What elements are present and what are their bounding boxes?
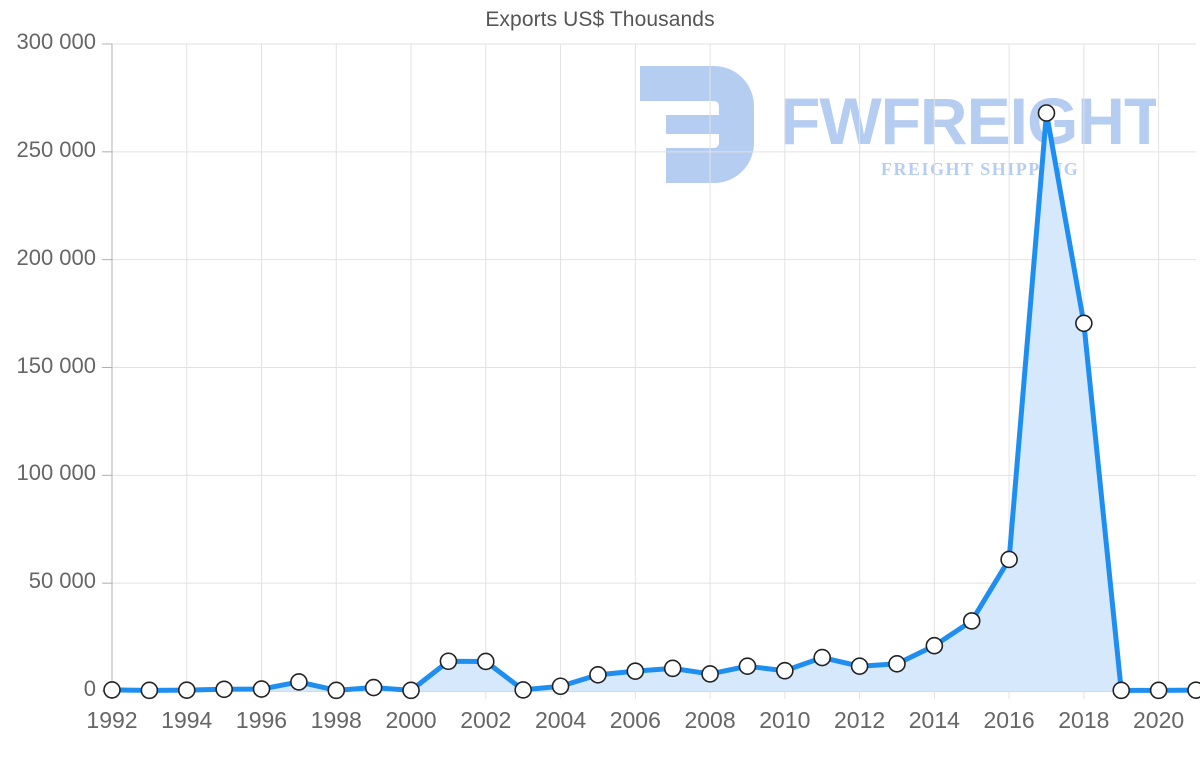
- y-axis-tick-label: 300 000: [16, 29, 96, 54]
- y-axis-tick-label: 200 000: [16, 244, 96, 270]
- y-axis-tick-label: 150 000: [16, 352, 96, 378]
- data-point-marker[interactable]: [626, 662, 645, 680]
- x-axis-tick-label: 2006: [609, 707, 661, 733]
- data-point-marker[interactable]: [1075, 314, 1093, 333]
- data-point-marker[interactable]: [439, 652, 458, 671]
- data-point-marker[interactable]: [888, 655, 906, 673]
- data-point-marker[interactable]: [663, 659, 682, 678]
- data-point-marker[interactable]: [1112, 681, 1131, 700]
- chart-title: Exports US$ Thousands: [485, 8, 715, 31]
- y-axis-tick-label: 0: [83, 676, 96, 701]
- data-point-markers: [103, 104, 1200, 700]
- data-point-marker[interactable]: [514, 681, 532, 699]
- data-point-marker[interactable]: [177, 681, 196, 699]
- x-axis-tick-label: 1992: [86, 707, 138, 733]
- y-axis-tick-label: 50 000: [28, 568, 96, 594]
- data-point-marker[interactable]: [290, 673, 308, 691]
- data-point-marker[interactable]: [738, 657, 757, 676]
- x-axis-tick-label: 2016: [983, 707, 1035, 733]
- data-point-marker[interactable]: [776, 661, 794, 680]
- data-point-marker[interactable]: [252, 680, 271, 698]
- data-point-marker[interactable]: [215, 680, 233, 699]
- data-point-marker[interactable]: [589, 666, 607, 684]
- data-point-marker[interactable]: [103, 681, 121, 699]
- data-point-marker[interactable]: [962, 612, 981, 630]
- data-point-marker[interactable]: [402, 681, 420, 700]
- x-axis-tick-label: 1998: [310, 707, 362, 733]
- data-point-marker[interactable]: [1037, 104, 1056, 122]
- data-point-marker[interactable]: [1000, 550, 1018, 569]
- data-point-marker[interactable]: [364, 678, 383, 697]
- area-fill: [112, 113, 1196, 691]
- x-axis-tick-label: 2020: [1133, 707, 1185, 733]
- x-axis-tick-label: 1996: [235, 707, 288, 733]
- data-point-marker[interactable]: [701, 665, 719, 683]
- data-point-marker[interactable]: [850, 657, 869, 676]
- x-axis-tick-label: 1994: [161, 707, 213, 733]
- data-point-marker[interactable]: [140, 681, 159, 700]
- data-point-marker[interactable]: [551, 677, 570, 696]
- x-axis-tick-label: 2000: [385, 707, 437, 733]
- x-axis-tick-label: 2018: [1058, 707, 1110, 733]
- x-axis-tick-label: 2008: [684, 707, 736, 733]
- data-point-marker[interactable]: [327, 681, 346, 700]
- x-axis-tick-label: 2004: [534, 707, 587, 733]
- x-axis-tick-label: 2002: [460, 707, 512, 733]
- data-point-marker[interactable]: [925, 636, 944, 655]
- data-point-marker[interactable]: [1187, 681, 1200, 699]
- x-axis-tick-label: 2012: [833, 707, 886, 733]
- data-point-marker[interactable]: [813, 648, 832, 667]
- y-axis-tick-label: 100 000: [16, 460, 96, 486]
- y-axis-tick-label: 250 000: [16, 136, 96, 162]
- x-axis-tick-label: 2014: [908, 707, 960, 733]
- data-point-marker[interactable]: [1149, 681, 1168, 700]
- x-axis-tick-label: 2010: [759, 707, 811, 733]
- data-point-marker[interactable]: [476, 652, 495, 671]
